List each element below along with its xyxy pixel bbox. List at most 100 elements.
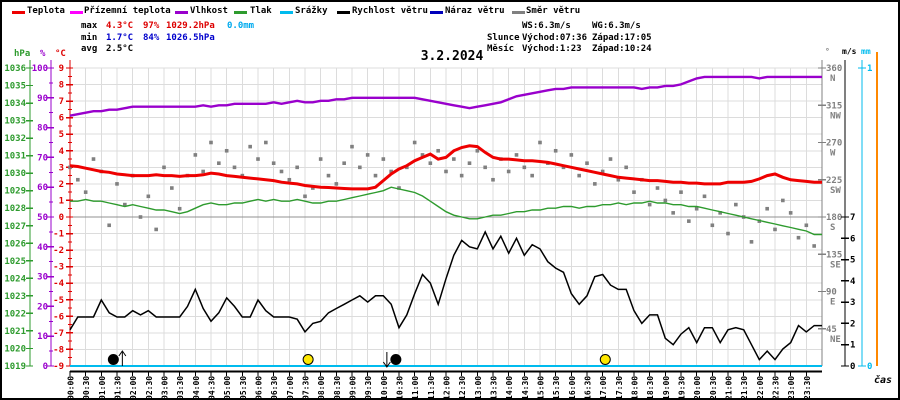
svg-text:03:00: 03:00: [161, 376, 170, 398]
svg-text:1035: 1035: [4, 82, 26, 92]
legend-item-prizemni-teplota: Přízemní teplota: [84, 6, 171, 16]
svg-text:04:00: 04:00: [192, 376, 201, 398]
svg-text:1031: 1031: [4, 152, 26, 162]
moon-icon: [382, 352, 402, 368]
legend-item-vlhkost: Vlhkost: [190, 6, 228, 16]
svg-text:4: 4: [850, 277, 856, 287]
svg-text:S: S: [830, 223, 835, 233]
svg-text:1019: 1019: [4, 362, 26, 372]
svg-text:-3: -3: [53, 263, 64, 273]
svg-text:-9: -9: [53, 362, 64, 372]
svg-text:17:30: 17:30: [615, 376, 624, 398]
svg-text:SE: SE: [830, 260, 841, 270]
srazky-legend-dash: [280, 11, 293, 14]
svg-text:-1: -1: [53, 230, 64, 240]
svg-text:W: W: [830, 149, 836, 159]
svg-text:0: 0: [59, 213, 64, 223]
svg-text:NE: NE: [830, 335, 841, 345]
svg-text:20:30: 20:30: [709, 376, 718, 398]
svg-text:5: 5: [59, 130, 64, 140]
svg-text:1028: 1028: [4, 204, 26, 214]
svg-text:180: 180: [826, 213, 842, 223]
svg-text:-8: -8: [53, 345, 64, 355]
svg-text:270: 270: [826, 139, 842, 149]
svg-text:1025: 1025: [4, 257, 26, 267]
svg-text:10:00: 10:00: [380, 376, 389, 398]
svg-text:1027: 1027: [4, 222, 26, 232]
svg-text:1022: 1022: [4, 309, 26, 319]
svg-text:13:00: 13:00: [474, 376, 483, 398]
svg-text:06:00: 06:00: [255, 376, 264, 398]
svg-text:80: 80: [37, 124, 48, 134]
svg-text:9: 9: [59, 64, 64, 74]
svg-text:1: 1: [867, 64, 872, 74]
svg-text:NW: NW: [830, 111, 841, 121]
svg-text:14:00: 14:00: [505, 376, 514, 398]
svg-text:1029: 1029: [4, 187, 26, 197]
svg-text:12:00: 12:00: [443, 376, 452, 398]
legend-item-naraz-vetru: Náraz větru: [445, 6, 505, 16]
svg-text:3: 3: [59, 163, 64, 173]
svg-text:1: 1: [850, 341, 855, 351]
teplota-legend-dash: [12, 11, 25, 14]
svg-text:90: 90: [37, 94, 48, 104]
svg-text:07:00: 07:00: [286, 376, 295, 398]
svg-text:7: 7: [850, 213, 855, 223]
gridlines: [69, 67, 823, 367]
svg-text:18:00: 18:00: [631, 376, 640, 398]
svg-text:hPa: hPa: [14, 49, 30, 59]
sunrise-time: Východ:07:36: [522, 33, 588, 43]
svg-text:1026: 1026: [4, 239, 26, 249]
svg-text:18:30: 18:30: [646, 376, 655, 398]
svg-text:01:30: 01:30: [114, 376, 123, 398]
legend-item-teplota: Teplota: [27, 6, 65, 16]
series-rychlost-v-tru: [69, 230, 822, 361]
svg-text:%: %: [40, 49, 46, 59]
svg-text:06:30: 06:30: [270, 376, 279, 398]
svg-text:1020: 1020: [4, 344, 26, 354]
svg-text:13:30: 13:30: [490, 376, 499, 398]
stat-max-pressure: 1029.2hPa: [166, 21, 215, 31]
naraz-vetru-legend-dash: [430, 11, 443, 14]
stat-min-pressure: 1026.5hPa: [166, 33, 215, 43]
svg-text:225: 225: [826, 176, 842, 186]
svg-text:17:00: 17:00: [599, 376, 608, 398]
svg-text:1036: 1036: [4, 64, 26, 74]
svg-text:30: 30: [37, 273, 48, 283]
svg-text:1034: 1034: [4, 99, 26, 109]
sun-icon: [599, 354, 611, 365]
svg-text:3: 3: [850, 298, 855, 308]
sun-moon-markers: [107, 350, 611, 368]
svg-text:100: 100: [32, 64, 48, 74]
svg-text:2: 2: [850, 319, 855, 329]
svg-text:22:00: 22:00: [756, 376, 765, 398]
svg-text:21:30: 21:30: [740, 376, 749, 398]
sun-icon: [302, 354, 314, 365]
svg-text:1030: 1030: [4, 169, 26, 179]
svg-text:-2: -2: [53, 246, 64, 256]
svg-text:90: 90: [826, 288, 837, 298]
vlhkost-legend-dash: [175, 11, 188, 14]
svg-text:50: 50: [37, 213, 48, 223]
smer-vetru-legend-dash: [512, 11, 525, 14]
stat-max-humidity: 97%: [143, 21, 160, 31]
svg-text:1024: 1024: [4, 274, 26, 284]
stat-avg-label: avg: [81, 44, 98, 54]
svg-text:mm: mm: [861, 47, 871, 56]
moon-label: Měsíc: [487, 44, 515, 54]
series-teplota: [69, 144, 822, 191]
stat-min-label: min: [81, 33, 98, 43]
svg-text:03:30: 03:30: [176, 376, 185, 398]
svg-text:12:30: 12:30: [458, 376, 467, 398]
svg-text:00:30: 00:30: [82, 376, 91, 398]
svg-text:0: 0: [43, 362, 48, 372]
svg-text:19:30: 19:30: [678, 376, 687, 398]
stat-max-label: max: [81, 21, 98, 31]
stat-rain-total: 0.0mm: [227, 21, 255, 31]
legend-item-rychlost-vetru: Rychlost větru: [352, 6, 428, 16]
moon-icon: [107, 350, 127, 366]
axes: hPa1019102010211022102310241025102610271…: [4, 47, 872, 372]
svg-text:5: 5: [850, 256, 855, 266]
svg-text:08:00: 08:00: [317, 376, 326, 398]
